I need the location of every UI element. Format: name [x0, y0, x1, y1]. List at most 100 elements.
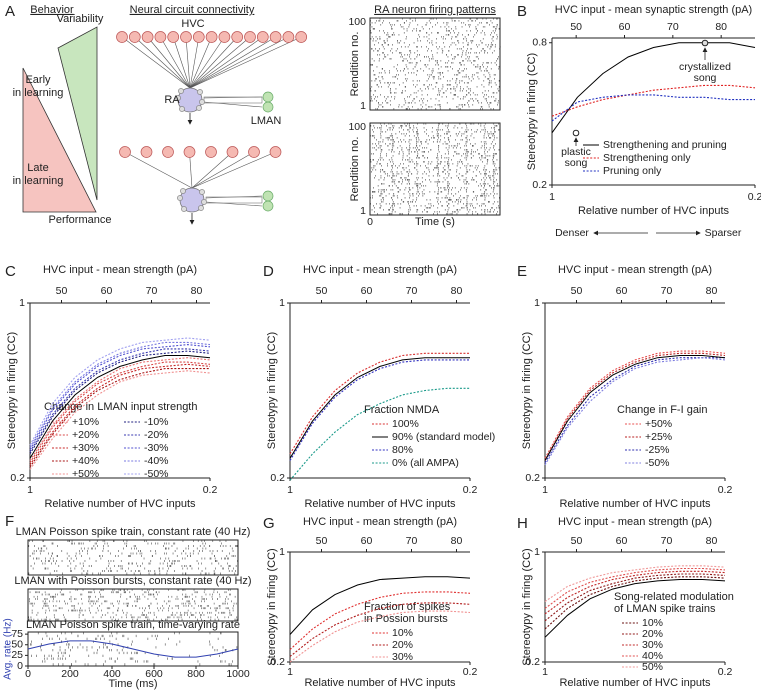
spike — [215, 609, 217, 612]
spike — [490, 179, 492, 181]
node-label: RA — [164, 94, 180, 106]
spike — [437, 72, 439, 74]
spike — [425, 108, 427, 110]
spike — [33, 595, 35, 598]
synapse — [181, 206, 187, 212]
spike — [463, 133, 465, 135]
spike — [92, 600, 94, 603]
spike — [466, 213, 468, 215]
spike — [177, 589, 179, 591]
x-axis-label: Relative number of HVC inputs — [559, 498, 711, 510]
spike — [493, 195, 494, 197]
spike — [408, 203, 409, 205]
spike — [420, 40, 421, 42]
spike — [52, 557, 54, 560]
spike — [429, 18, 431, 20]
spike — [477, 213, 479, 215]
spike — [460, 86, 461, 88]
spike — [456, 135, 458, 137]
spike — [468, 104, 469, 106]
spike — [492, 203, 494, 205]
spike — [49, 593, 50, 596]
spike — [437, 183, 438, 185]
spike — [124, 542, 126, 545]
spike — [135, 545, 136, 547]
connection — [189, 36, 212, 89]
spike — [461, 70, 463, 72]
spike — [432, 135, 434, 137]
spike — [81, 572, 83, 575]
spike — [108, 570, 109, 572]
spike — [76, 557, 77, 560]
spike — [475, 211, 477, 213]
spike — [231, 614, 232, 616]
spike — [455, 82, 457, 84]
spike — [60, 593, 62, 596]
spike — [99, 555, 100, 557]
spike — [492, 36, 494, 38]
spike — [492, 155, 494, 157]
chart-title: LMAN Poisson spike train, time-varying r… — [26, 619, 240, 631]
connection — [189, 36, 302, 89]
spike — [56, 609, 57, 612]
spike — [447, 185, 448, 187]
spike — [204, 557, 206, 560]
series-line — [544, 352, 726, 461]
spike — [442, 86, 444, 88]
spike — [201, 570, 203, 572]
spike — [409, 102, 410, 104]
spike — [481, 203, 483, 205]
spike — [378, 143, 380, 145]
spike — [375, 108, 377, 110]
spike — [470, 40, 472, 42]
spike — [136, 562, 137, 565]
spike — [371, 58, 373, 60]
spike — [493, 211, 494, 213]
spike — [422, 211, 423, 213]
spike — [142, 593, 144, 596]
spike — [468, 151, 469, 153]
spike — [101, 595, 103, 598]
spike — [387, 175, 388, 177]
spike — [422, 181, 423, 183]
spike — [464, 157, 466, 159]
spike — [491, 127, 492, 129]
spike — [384, 171, 386, 173]
spike — [401, 127, 402, 129]
spike — [431, 58, 432, 60]
spike — [219, 654, 220, 657]
spike — [399, 145, 401, 147]
spike — [374, 98, 375, 100]
spike — [430, 203, 432, 205]
spike — [448, 153, 449, 155]
spike — [405, 167, 407, 169]
spike — [437, 139, 439, 141]
spike — [484, 171, 486, 173]
spike — [461, 22, 462, 24]
spike — [442, 205, 443, 207]
spike — [429, 179, 430, 181]
spike — [436, 133, 438, 135]
y-axis-label: Stereotypy in firing (CC) — [266, 548, 278, 665]
spike — [392, 143, 394, 145]
spike — [437, 135, 439, 137]
spike — [234, 595, 236, 598]
spike — [410, 50, 411, 52]
spike — [370, 203, 371, 205]
spike — [169, 600, 171, 603]
legend-title: Fraction NMDA — [364, 404, 440, 416]
spike — [438, 125, 439, 127]
spike — [184, 595, 186, 598]
spike — [459, 62, 460, 64]
spike — [402, 92, 403, 94]
spike — [61, 632, 62, 635]
spike — [51, 552, 53, 555]
spike — [447, 205, 448, 207]
series-line — [289, 359, 470, 461]
spike — [485, 70, 487, 72]
stage-label: Late — [27, 162, 48, 174]
spike — [113, 616, 114, 619]
spike — [430, 98, 432, 100]
spike — [88, 654, 90, 657]
spike — [423, 98, 425, 100]
